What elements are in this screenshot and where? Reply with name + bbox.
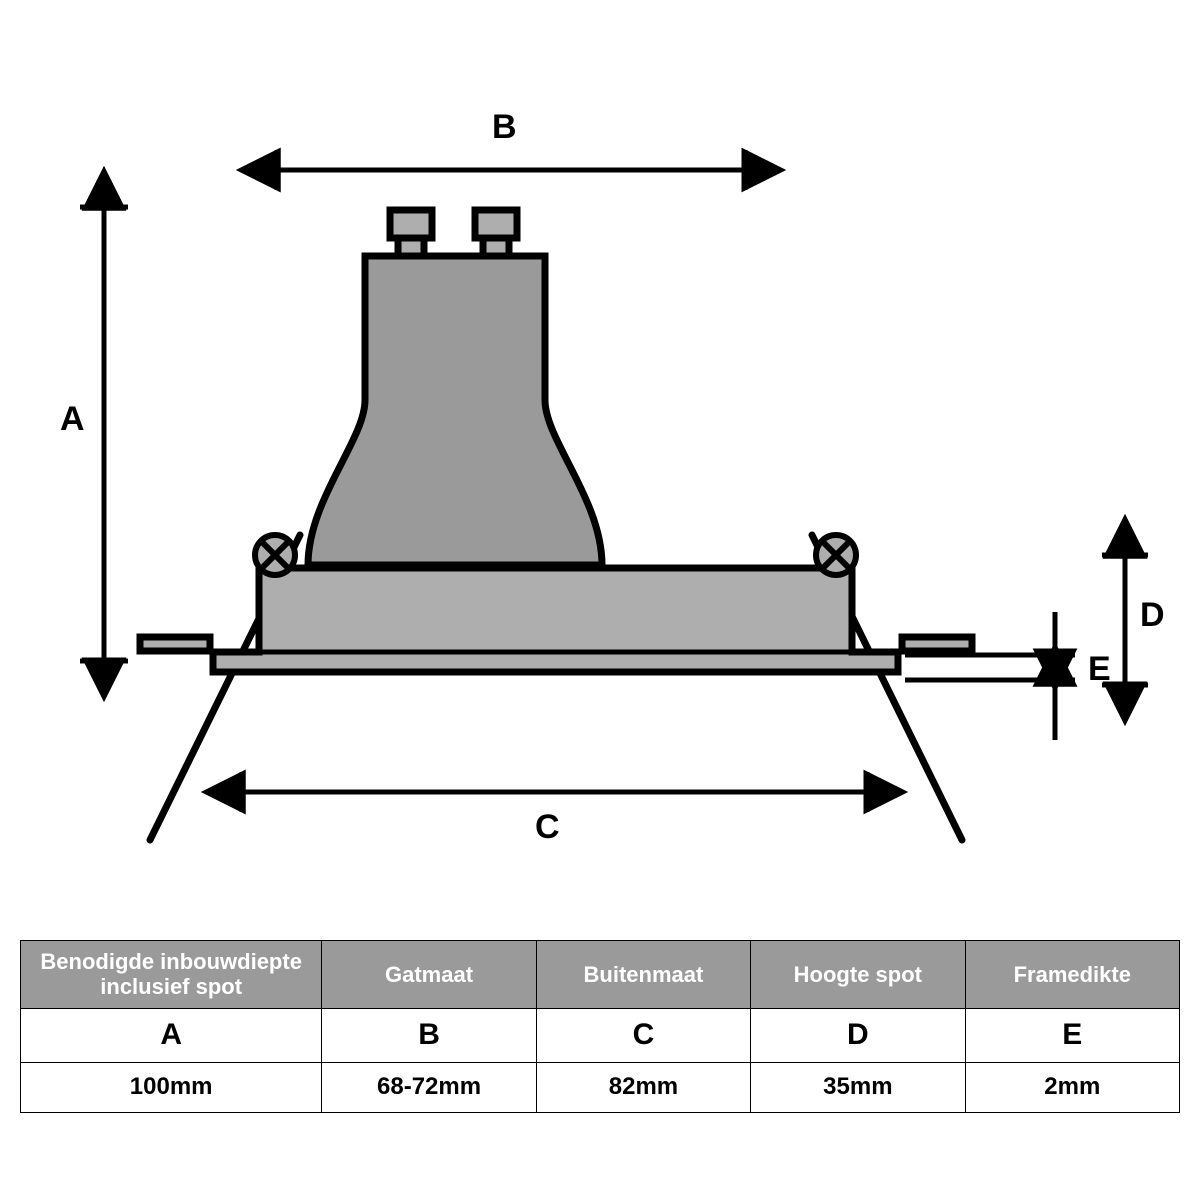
cell-value-b: 68-72mm xyxy=(322,1062,536,1112)
col-header-d: Hoogte spot xyxy=(751,941,965,1009)
cell-value-d: 35mm xyxy=(751,1062,965,1112)
col-header-a: Benodigde inbouwdiepte inclusief spot xyxy=(21,941,322,1009)
dimensions xyxy=(80,150,1148,812)
frame-section xyxy=(213,568,898,672)
dim-label-c: C xyxy=(535,808,560,847)
canvas: A B C D E Benodigde inbouwdiepte inclusi… xyxy=(0,0,1200,1200)
col-header-e: Framedikte xyxy=(965,941,1179,1009)
cell-letter-a: A xyxy=(21,1008,322,1062)
cell-value-c: 82mm xyxy=(536,1062,750,1112)
dim-label-b: B xyxy=(492,108,517,147)
cell-value-a: 100mm xyxy=(21,1062,322,1112)
dim-label-e: E xyxy=(1088,650,1111,689)
bulb-body xyxy=(308,256,602,565)
table-header-row: Benodigde inbouwdiepte inclusief spot Ga… xyxy=(21,941,1180,1009)
col-header-c: Buitenmaat xyxy=(536,941,750,1009)
spec-table: Benodigde inbouwdiepte inclusief spot Ga… xyxy=(20,940,1180,1113)
table-letter-row: A B C D E xyxy=(21,1008,1180,1062)
cell-value-e: 2mm xyxy=(965,1062,1179,1112)
cell-letter-e: E xyxy=(965,1008,1179,1062)
spotlight-diagram xyxy=(0,0,1200,940)
dim-label-a: A xyxy=(60,400,85,439)
table-value-row: 100mm 68-72mm 82mm 35mm 2mm xyxy=(21,1062,1180,1112)
bulb-pins xyxy=(390,210,517,256)
dim-label-d: D xyxy=(1140,596,1165,635)
cell-letter-c: C xyxy=(536,1008,750,1062)
cell-letter-d: D xyxy=(751,1008,965,1062)
cell-letter-b: B xyxy=(322,1008,536,1062)
col-header-b: Gatmaat xyxy=(322,941,536,1009)
